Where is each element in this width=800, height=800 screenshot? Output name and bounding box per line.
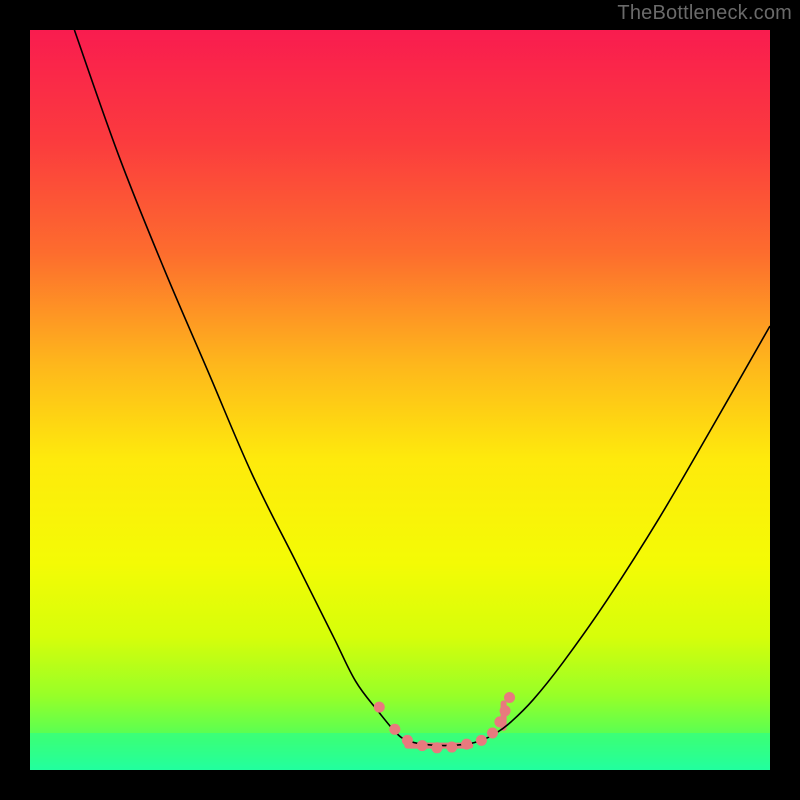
chart-frame: TheBottleneck.com: [0, 0, 800, 800]
emphasis-marker: [461, 739, 472, 750]
emphasis-marker: [374, 702, 385, 713]
emphasis-marker: [504, 692, 515, 703]
bottom-green-strip: [30, 733, 770, 770]
emphasis-marker: [487, 728, 498, 739]
bottleneck-chart: [0, 0, 800, 800]
emphasis-marker: [417, 740, 428, 751]
emphasis-marker: [402, 735, 413, 746]
watermark-text: TheBottleneck.com: [617, 2, 792, 25]
plot-background: [30, 30, 770, 770]
emphasis-marker: [476, 735, 487, 746]
emphasis-marker: [432, 742, 443, 753]
emphasis-marker: [500, 705, 511, 716]
emphasis-marker: [446, 742, 457, 753]
emphasis-marker: [389, 724, 400, 735]
emphasis-marker: [494, 716, 505, 727]
